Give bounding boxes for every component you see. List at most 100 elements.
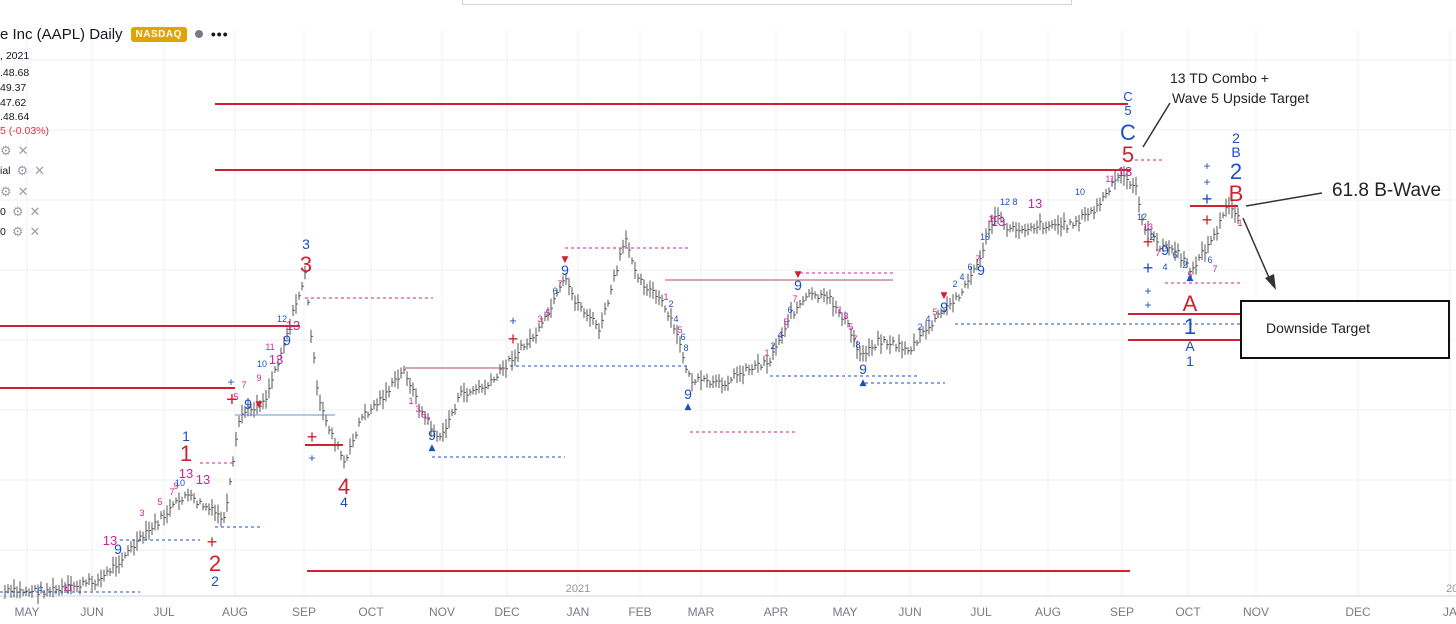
combo-pointer-line <box>1142 102 1171 148</box>
td-count-nine: 9 <box>244 396 252 412</box>
td-count-nine: 9 <box>561 262 569 278</box>
td-arrow: ▲ <box>1187 273 1194 283</box>
td-count-digit: 6 <box>787 305 792 315</box>
indicator-row-4: 0 ⚙ ✕ <box>0 204 41 219</box>
bwave-annotation: 61.8 B-Wave <box>1332 180 1442 201</box>
market-status-dot <box>194 30 203 38</box>
td-plus-sign: + <box>1143 232 1154 252</box>
x-tick-label: MAR <box>688 605 715 619</box>
td-count-digit: 5 <box>157 497 162 507</box>
td-plus-sign: + <box>207 532 218 552</box>
x-tick-label: MAY <box>14 605 39 619</box>
td-count-digit: 2 <box>770 341 775 351</box>
wave-label: 2 <box>1230 159 1242 184</box>
downside-target-label: Downside Target <box>1266 320 1371 336</box>
td-count-digit: 4 <box>925 314 930 324</box>
settings-gear-icon[interactable]: ⚙ <box>11 224 24 239</box>
indicator-row-1: ⚙ ✕ <box>0 143 29 159</box>
settings-gear-icon[interactable]: ⚙ <box>0 184 12 199</box>
legend-close: .48.64 <box>0 111 30 123</box>
wave-label: 2 <box>209 551 221 576</box>
td-count-digit: 10 <box>980 232 990 242</box>
td-count-thirteen: 13 <box>179 466 193 481</box>
x-tick-label: DEC <box>494 605 520 619</box>
settings-gear-icon[interactable]: ⚙ <box>11 204 24 219</box>
x-tick-label: JUL <box>153 605 175 619</box>
wave-label: 1 <box>180 441 192 466</box>
td-plus-sign: + <box>1203 175 1210 189</box>
td-count-digit: 11 <box>63 583 72 593</box>
td-count-digit: 11 <box>1105 174 1114 184</box>
td-arrow: ▲ <box>429 443 436 453</box>
legend-open: .48.68 <box>0 67 30 79</box>
bwave-pointer-line <box>1245 192 1323 207</box>
td-count-digit: 7 <box>975 254 980 264</box>
wave-label: 3 <box>300 252 312 277</box>
td-count-thirteen: 13 <box>1118 164 1132 179</box>
close-icon[interactable]: ✕ <box>29 224 41 239</box>
td-plus-sign: + <box>308 451 315 465</box>
x-tick-label: DEC <box>1345 605 1371 619</box>
downside-arrow-head <box>1265 274 1276 290</box>
td-count-digit: 4 <box>1162 262 1167 272</box>
top-toolbar-edge <box>462 0 1072 5</box>
settings-gear-icon[interactable]: ⚙ <box>0 143 12 158</box>
wave-label: A <box>1183 291 1198 316</box>
close-icon[interactable]: ✕ <box>17 143 29 158</box>
legend-low: 47.62 <box>0 97 27 109</box>
wave-label: A <box>1185 338 1195 354</box>
td-count-digit: 7 <box>1212 264 1217 274</box>
x-tick-label: OCT <box>358 605 384 619</box>
td-count-digit: 2 <box>1182 260 1187 270</box>
symbol-header: e Inc (AAPL) Daily NASDAQ ••• <box>0 24 229 44</box>
td-count-digit: 10 <box>1075 187 1085 197</box>
legend-change: 5 (-0.03%) <box>0 125 50 137</box>
td-count-digit: 7 <box>425 416 430 426</box>
td-arrow: ▼ <box>562 255 569 265</box>
td-plus-sign: + <box>1144 298 1151 312</box>
wave-label: 4 <box>338 474 350 499</box>
downside-arrow-line <box>1242 217 1271 281</box>
x-tick-label: MAY <box>832 605 857 619</box>
legend-date: , 2021 <box>0 50 30 62</box>
td-count-digit: 5 <box>1187 270 1192 280</box>
td-count-digit: 2 <box>1149 232 1154 242</box>
wave-label: 4 <box>340 494 348 510</box>
td-count-digit: 2 <box>668 299 673 309</box>
td-count-digit: 1 <box>408 396 413 406</box>
td-count-digit: 5 <box>932 307 937 317</box>
x-tick-label: FEB <box>628 605 651 619</box>
td-count-thirteen: 13 <box>103 533 117 548</box>
wave-label: 5 <box>1122 142 1134 167</box>
td-count-digit: 4 <box>37 584 42 594</box>
td-count-digit: 5 <box>848 322 853 332</box>
close-icon[interactable]: ✕ <box>17 184 29 199</box>
td-arrow: ▼ <box>941 291 948 301</box>
td-count-digit: 9 <box>256 373 261 383</box>
indicator-row-5: 0 ⚙ ✕ <box>0 224 41 239</box>
td-count-digit: 6 <box>967 262 972 272</box>
td-count-thirteen: 13 <box>1028 196 1042 211</box>
td-plus-sign: + <box>1202 189 1213 209</box>
td-count-nine: 9 <box>114 541 122 557</box>
td-count-digit: 10 <box>257 359 267 369</box>
td-count-digit: 6 <box>680 332 685 342</box>
wave-label: B <box>1231 144 1240 160</box>
more-options-button[interactable]: ••• <box>210 26 229 42</box>
wave-label: 1 <box>182 428 190 444</box>
close-icon[interactable]: ✕ <box>34 163 46 178</box>
td-plus-sign: + <box>1144 284 1151 298</box>
price-bars <box>4 165 1240 605</box>
symbol-title[interactable]: e Inc (AAPL) Daily <box>0 25 123 43</box>
td-plus-sign: + <box>509 313 517 328</box>
td-count-digit: 5 <box>783 317 788 327</box>
close-icon[interactable]: ✕ <box>29 204 41 219</box>
x-tick-label: SEP <box>1110 605 1134 619</box>
td-plus-sign: + <box>227 375 234 389</box>
x-tick-label: AUG <box>1035 605 1061 619</box>
wave-label: 2 <box>1232 130 1240 146</box>
td-plus-sign: + <box>1202 210 1213 230</box>
settings-gear-icon[interactable]: ⚙ <box>16 163 29 178</box>
